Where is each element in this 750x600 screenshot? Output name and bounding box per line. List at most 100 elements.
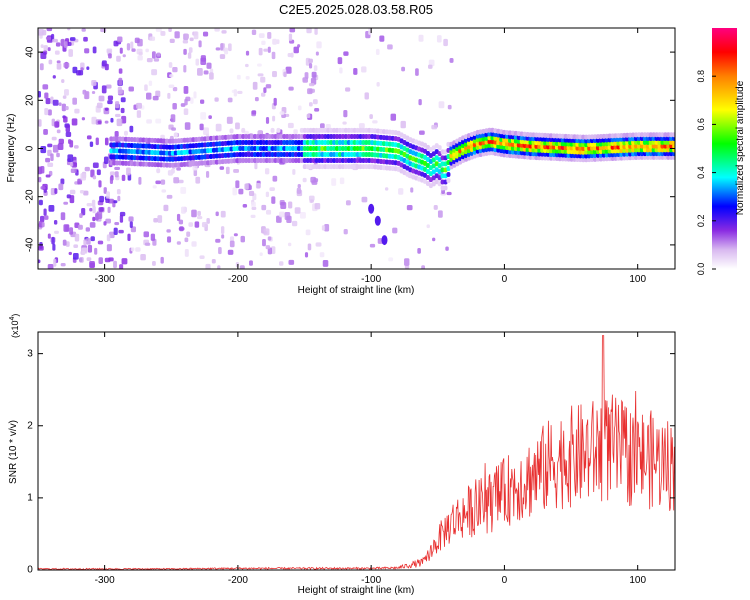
heatmap-speckle bbox=[60, 263, 66, 267]
heatmap-speckle bbox=[196, 215, 203, 220]
heatmap-speckle bbox=[149, 36, 156, 41]
heatmap-speckle bbox=[73, 244, 79, 248]
heatmap-ridge-cell bbox=[121, 142, 126, 148]
heatmap-speckle bbox=[69, 161, 74, 167]
heatmap-ridge-cell bbox=[578, 134, 583, 140]
heatmap-speckle bbox=[43, 129, 48, 135]
heatmap-ridge-cell bbox=[238, 139, 243, 145]
heatmap-speckle bbox=[90, 169, 95, 178]
heatmap-ridge-cell bbox=[355, 127, 360, 133]
heatmap-speckle bbox=[65, 131, 72, 138]
heatmap-speckle bbox=[431, 124, 438, 130]
heatmap-speckle bbox=[305, 229, 311, 236]
heatmap-speckle bbox=[45, 157, 51, 163]
heatmap-ridge-cell bbox=[440, 179, 445, 185]
heatmap-speckle bbox=[287, 122, 294, 129]
heatmap-speckle bbox=[92, 162, 99, 168]
heatmap-ridge-cell bbox=[167, 150, 172, 156]
heatmap-ridge-cell bbox=[651, 143, 656, 149]
heatmap-speckle bbox=[384, 187, 389, 191]
heatmap-ridge-cell bbox=[317, 158, 322, 164]
heatmap-ridge-cell bbox=[557, 156, 562, 162]
heatmap-speckle bbox=[64, 89, 69, 96]
heatmap-ridge-cell bbox=[337, 158, 342, 164]
heatmap-speckle bbox=[364, 92, 369, 100]
heatmap-speckle bbox=[302, 177, 307, 183]
heatmap-ridge-cell bbox=[299, 152, 304, 158]
heatmap-ridge-cell bbox=[543, 151, 548, 157]
heatmap-ridge-cell bbox=[250, 133, 255, 139]
heatmap-ridge-cell bbox=[622, 132, 627, 138]
heatmap-ridge-cell bbox=[364, 152, 369, 158]
heatmap-ridge-cell bbox=[628, 136, 633, 142]
heatmap-ridge-cell bbox=[610, 133, 615, 139]
heatmap-speckle bbox=[40, 44, 44, 49]
heatmap-speckle bbox=[257, 130, 263, 135]
heatmap-ridge-cell bbox=[361, 158, 366, 164]
heatmap-ridge-cell bbox=[595, 137, 600, 143]
heatmap-ridge-cell bbox=[197, 148, 202, 154]
heatmap-ridge-cell bbox=[546, 151, 551, 157]
heatmap-speckle bbox=[54, 188, 58, 194]
heatmap-ridge-cell bbox=[279, 158, 284, 164]
heatmap-speckle bbox=[293, 129, 298, 135]
heatmap-ridge-cell bbox=[639, 151, 644, 157]
heatmap-ridge-cell bbox=[554, 148, 559, 154]
heatmap-ridge-cell bbox=[543, 144, 548, 150]
heatmap-speckle bbox=[369, 243, 376, 248]
heatmap-speckle bbox=[72, 97, 77, 105]
snr-x-axis-label: Height of straight line (km) bbox=[298, 585, 415, 596]
heatmap-speckle bbox=[198, 40, 202, 48]
heatmap-ridge-cell bbox=[329, 127, 334, 133]
heatmap-ridge-cell bbox=[109, 142, 114, 148]
heatmap-speckle bbox=[289, 28, 296, 33]
heatmap-speckle bbox=[114, 171, 119, 178]
heatmap-speckle bbox=[38, 29, 44, 36]
heatmap-ridge-cell bbox=[657, 132, 662, 138]
heatmap-ridge-cell bbox=[628, 155, 633, 161]
heatmap-speckle bbox=[288, 201, 293, 209]
heatmap-speckle bbox=[280, 201, 287, 209]
heatmap-ridge-cell bbox=[138, 149, 143, 155]
heatmap-ridge-cell bbox=[349, 139, 354, 145]
heatmap-ridge-cell bbox=[264, 133, 269, 139]
heatmap-ridge-cell bbox=[244, 158, 249, 164]
heatmap-ridge-cell bbox=[549, 136, 554, 142]
heatmap-ridge-cell bbox=[308, 152, 313, 158]
heatmap-speckle bbox=[180, 186, 187, 194]
heatmap-ridge-cell bbox=[150, 137, 155, 143]
heatmap-speckle bbox=[84, 166, 90, 172]
heatmap-speckle bbox=[263, 87, 267, 94]
heatmap-ridge-cell bbox=[135, 137, 140, 143]
heatmap-ridge-cell bbox=[340, 158, 345, 164]
heatmap-ridge-cell bbox=[296, 139, 301, 145]
heatmap-ridge-cell bbox=[238, 152, 243, 158]
heatmap-ridge-cell bbox=[217, 141, 222, 147]
heatmap-speckle bbox=[63, 62, 70, 68]
heatmap-speckle bbox=[307, 243, 312, 251]
heatmap-ridge-cell bbox=[540, 155, 545, 161]
heatmap-speckle bbox=[208, 115, 212, 119]
heatmap-speckle bbox=[65, 124, 71, 133]
heatmap-ridge-cell bbox=[657, 143, 662, 149]
heatmap-speckle bbox=[187, 52, 192, 59]
heatmap-ridge-cell bbox=[170, 144, 175, 150]
heatmap-ridge-cell bbox=[566, 141, 571, 147]
heatmap-speckle bbox=[160, 256, 164, 264]
heatmap-speckle bbox=[108, 53, 112, 59]
heatmap-ridge-cell bbox=[560, 133, 565, 139]
heatmap-ridge-cell bbox=[250, 158, 255, 164]
heatmap-speckle bbox=[261, 40, 266, 46]
heatmap-ridge-cell bbox=[167, 138, 172, 144]
heatmap-speckle bbox=[183, 86, 189, 94]
heatmap-ridge-cell bbox=[235, 140, 240, 146]
heatmap-ridge-cell bbox=[258, 146, 263, 151]
heatmap-speckle bbox=[304, 252, 309, 258]
heatmap-ridge-cell bbox=[123, 142, 128, 148]
heatmap-ridge-cell bbox=[551, 144, 556, 150]
heatmap-speckle bbox=[44, 92, 49, 99]
heatmap-ridge-cell bbox=[569, 141, 574, 147]
heatmap-ridge-cell bbox=[340, 146, 345, 151]
heatmap-speckle bbox=[115, 101, 120, 109]
heatmap-ridge-cell bbox=[296, 152, 301, 158]
